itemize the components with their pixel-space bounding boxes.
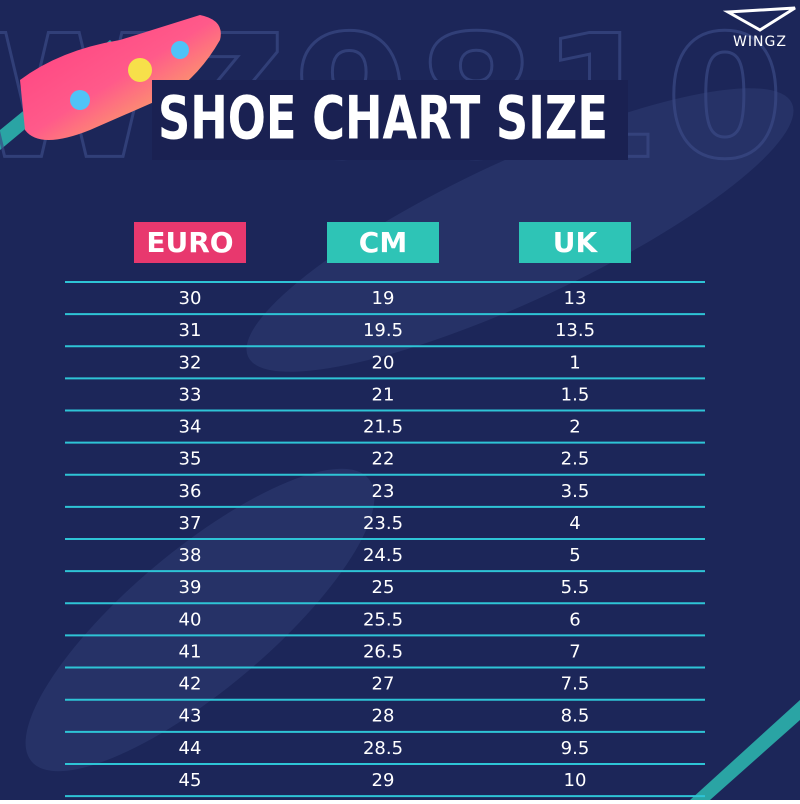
shoe-image bbox=[20, 15, 221, 140]
cell: 24.5 bbox=[363, 545, 403, 566]
brand-logo bbox=[722, 6, 796, 32]
column-header bbox=[327, 222, 439, 263]
cell: 44 bbox=[179, 738, 202, 759]
cell: 5.5 bbox=[561, 577, 590, 598]
cell: 27 bbox=[372, 674, 395, 695]
column-header bbox=[519, 222, 631, 263]
cell: 22 bbox=[372, 449, 395, 470]
cell: 5 bbox=[569, 545, 580, 566]
title-box bbox=[152, 80, 628, 160]
cell: 38 bbox=[179, 545, 202, 566]
shoe-pattern bbox=[171, 41, 189, 59]
cell: 45 bbox=[179, 770, 202, 791]
shoe-pattern bbox=[70, 90, 90, 110]
cell: 41 bbox=[179, 641, 202, 662]
cell: 7 bbox=[569, 641, 580, 662]
cell: 1 bbox=[569, 352, 580, 373]
cell: 8.5 bbox=[561, 706, 590, 727]
cell: 2 bbox=[569, 417, 580, 438]
cell: 6 bbox=[569, 609, 580, 630]
cell: 21.5 bbox=[363, 417, 403, 438]
cell: 1.5 bbox=[561, 384, 590, 405]
cell: 19 bbox=[372, 288, 395, 309]
cell: 26.5 bbox=[363, 641, 403, 662]
cell: 21 bbox=[372, 384, 395, 405]
cell: 13.5 bbox=[555, 320, 595, 341]
cell: 28.5 bbox=[363, 738, 403, 759]
cell: 20 bbox=[372, 352, 395, 373]
cell: 23.5 bbox=[363, 513, 403, 534]
cell: 34 bbox=[179, 417, 202, 438]
cell: 29 bbox=[372, 770, 395, 791]
cell: 42 bbox=[179, 674, 202, 695]
cell: 10 bbox=[564, 770, 587, 791]
cell: 31 bbox=[179, 320, 202, 341]
column-header-label: EURO bbox=[146, 226, 233, 259]
cell: 7.5 bbox=[561, 674, 590, 695]
column-header-label: CM bbox=[359, 226, 407, 259]
cell: 19.5 bbox=[363, 320, 403, 341]
cell: 43 bbox=[179, 706, 202, 727]
column-header bbox=[134, 222, 246, 263]
column-header-label: UK bbox=[553, 226, 599, 259]
cell: 32 bbox=[179, 352, 202, 373]
cell: 25 bbox=[372, 577, 395, 598]
shoe-pattern bbox=[128, 58, 152, 82]
title: SHOE CHART SIZE bbox=[158, 84, 608, 154]
cell: 37 bbox=[179, 513, 202, 534]
cell: 33 bbox=[179, 384, 202, 405]
cell: 13 bbox=[564, 288, 587, 309]
brand-name: WINGZ bbox=[733, 34, 787, 50]
cell: 3.5 bbox=[561, 481, 590, 502]
cell: 36 bbox=[179, 481, 202, 502]
cell: 4 bbox=[569, 513, 580, 534]
shoe-shadow bbox=[25, 468, 375, 772]
cell: 39 bbox=[179, 577, 202, 598]
cell: 23 bbox=[372, 481, 395, 502]
accent-stripe bbox=[690, 700, 800, 800]
cell: 28 bbox=[372, 706, 395, 727]
cell: 25.5 bbox=[363, 609, 403, 630]
cell: 30 bbox=[179, 288, 202, 309]
cell: 9.5 bbox=[561, 738, 590, 759]
cell: 40 bbox=[179, 609, 202, 630]
cell: 35 bbox=[179, 449, 202, 470]
cell: 2.5 bbox=[561, 449, 590, 470]
